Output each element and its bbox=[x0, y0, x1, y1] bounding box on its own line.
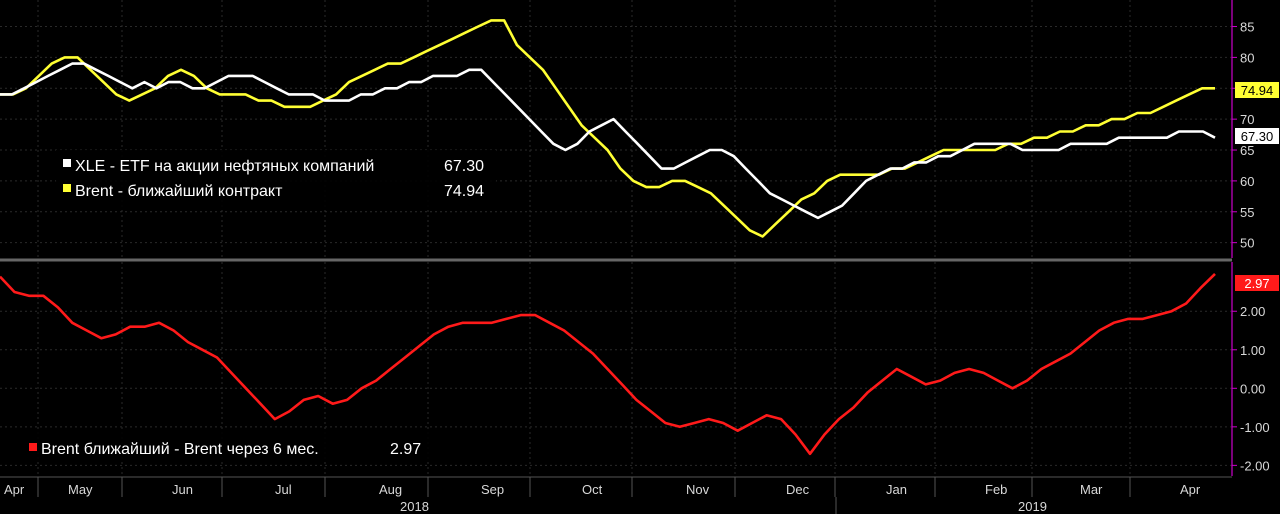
badge-spread-bg bbox=[1235, 275, 1279, 291]
bottom-series-lines bbox=[0, 272, 1216, 456]
legend-top: XLE - ETF на акции нефтяных компаний 67.… bbox=[56, 150, 496, 208]
top-y-tick-label: 60 bbox=[1240, 174, 1254, 189]
legend-swatch-xle bbox=[63, 159, 71, 167]
top-y-tick-label: 80 bbox=[1240, 50, 1254, 65]
top-y-tick-label: 50 bbox=[1240, 236, 1254, 251]
top-y-tick-label: 55 bbox=[1240, 205, 1254, 220]
badge-xle-value: 67.30 bbox=[1241, 129, 1274, 144]
badge-brent-bg bbox=[1235, 82, 1279, 98]
x-tick-label: Aug bbox=[379, 482, 402, 497]
top-y-axis-ticks: 5055606570758085 bbox=[1232, 20, 1254, 251]
x-tick-label: Oct bbox=[582, 482, 603, 497]
badge-spread-value: 2.97 bbox=[1244, 276, 1269, 291]
legend-bottom-box bbox=[22, 432, 434, 462]
bottom-gridlines bbox=[0, 262, 1232, 477]
x-tick-label: Sep bbox=[481, 482, 504, 497]
xle-series-line bbox=[0, 62, 1216, 220]
bottom-y-tick-label: 2.00 bbox=[1240, 304, 1265, 319]
top-y-tick-label: 65 bbox=[1240, 143, 1254, 158]
legend-value-spread: 2.97 bbox=[390, 441, 421, 458]
x-tick-label: Jul bbox=[275, 482, 292, 497]
legend-swatch-brent bbox=[63, 184, 71, 192]
x-tick-label: Mar bbox=[1080, 482, 1103, 497]
spread-series-line bbox=[0, 272, 1216, 456]
x-year-label: 2019 bbox=[1018, 499, 1047, 514]
badge-spread: 2.97 bbox=[1235, 275, 1279, 291]
legend-top-box bbox=[56, 150, 496, 208]
legend-label-brent: Brent - ближайший контракт bbox=[75, 183, 283, 200]
x-tick-label: Feb bbox=[985, 482, 1007, 497]
badge-xle: 67.30 bbox=[1235, 128, 1279, 144]
legend-label-spread: Brent ближайший - Brent через 6 мес. bbox=[41, 441, 319, 458]
x-axis: Apr May Jun Jul Aug Sep Oct Nov Dec Jan Feb Mar Apr 2… bbox=[0, 476, 1232, 514]
bottom-y-tick-label: 1.00 bbox=[1240, 343, 1265, 358]
x-tick-label: Apr bbox=[1180, 482, 1201, 497]
x-tick-label: Nov bbox=[686, 482, 710, 497]
top-y-tick-label: 70 bbox=[1240, 112, 1254, 127]
bottom-y-tick-label: -2.00 bbox=[1240, 458, 1270, 473]
x-tick-label: Jun bbox=[172, 482, 193, 497]
legend-swatch-spread bbox=[29, 443, 37, 451]
x-tick-label: May bbox=[68, 482, 93, 497]
top-series-lines bbox=[0, 19, 1216, 238]
x-year-label: 2018 bbox=[400, 499, 429, 514]
legend-bottom: Brent ближайший - Brent через 6 мес. 2.9… bbox=[22, 432, 434, 462]
badge-xle-bg bbox=[1235, 128, 1279, 144]
legend-value-brent: 74.94 bbox=[444, 183, 484, 200]
top-y-tick-label: 85 bbox=[1240, 20, 1254, 35]
x-tick-label: Apr bbox=[4, 482, 25, 497]
bottom-y-axis-ticks: -2.00 -1.00 0.00 1.00 2.00 bbox=[1232, 304, 1270, 473]
x-tick-label: Dec bbox=[786, 482, 810, 497]
bottom-y-tick-label: -1.00 bbox=[1240, 420, 1270, 435]
x-tick-label: Jan bbox=[886, 482, 907, 497]
badge-brent: 74.94 bbox=[1235, 82, 1279, 98]
legend-label-xle: XLE - ETF на акции нефтяных компаний bbox=[75, 158, 374, 175]
legend-value-xle: 67.30 bbox=[444, 158, 484, 175]
badge-brent-value: 74.94 bbox=[1241, 83, 1274, 98]
bottom-y-tick-label: 0.00 bbox=[1240, 381, 1265, 396]
